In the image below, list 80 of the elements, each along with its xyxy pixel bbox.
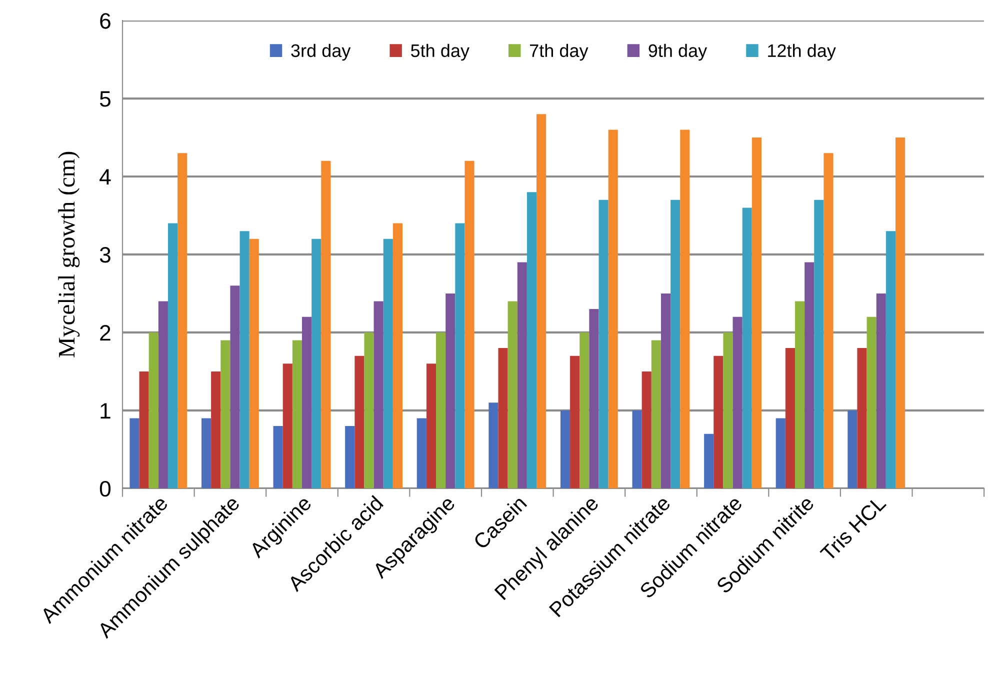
bar bbox=[742, 208, 752, 488]
y-tick-label: 2 bbox=[100, 324, 110, 341]
bar bbox=[148, 332, 158, 488]
bar bbox=[168, 223, 178, 488]
bar bbox=[517, 262, 527, 488]
bar bbox=[392, 223, 403, 488]
bar bbox=[714, 356, 724, 488]
y-tick-label: 6 bbox=[100, 13, 110, 29]
bar bbox=[642, 371, 652, 488]
legend-label: 7th day bbox=[530, 44, 588, 61]
bar bbox=[814, 200, 824, 488]
bar bbox=[704, 434, 714, 488]
bar bbox=[608, 130, 618, 488]
bar bbox=[364, 332, 374, 488]
x-tick-label: Tris HCL bbox=[819, 494, 887, 562]
bar bbox=[240, 231, 250, 488]
bar bbox=[230, 286, 240, 488]
legend-label: 12th day bbox=[768, 44, 836, 61]
bar bbox=[464, 160, 474, 488]
bar bbox=[220, 340, 230, 488]
bar bbox=[498, 348, 508, 488]
bar bbox=[752, 138, 762, 488]
legend-label: 3rd day bbox=[291, 44, 351, 61]
bar bbox=[354, 356, 364, 488]
y-tick-label: 1 bbox=[100, 403, 110, 418]
bar bbox=[857, 348, 867, 488]
bar bbox=[651, 340, 661, 488]
bar bbox=[776, 418, 786, 488]
bar bbox=[598, 200, 608, 488]
bar bbox=[249, 238, 259, 488]
bar bbox=[876, 293, 886, 488]
y-tick-label: 3 bbox=[100, 247, 110, 263]
bar bbox=[446, 293, 456, 488]
bar bbox=[570, 356, 580, 488]
bar bbox=[732, 316, 742, 488]
bar bbox=[680, 130, 690, 488]
bar bbox=[660, 293, 671, 488]
bar bbox=[282, 364, 292, 488]
bar bbox=[455, 223, 465, 488]
bar bbox=[374, 301, 384, 488]
y-tick-label: 5 bbox=[100, 91, 110, 107]
y-axis-title: Mycelial growth (cm) bbox=[58, 152, 80, 358]
bar bbox=[886, 231, 896, 488]
bar bbox=[273, 426, 283, 488]
bar bbox=[560, 410, 570, 488]
bar bbox=[416, 418, 426, 488]
bar bbox=[345, 426, 355, 488]
y-tick-label: 4 bbox=[100, 169, 111, 185]
bar bbox=[848, 410, 858, 488]
legend-label: 5th day bbox=[410, 44, 470, 61]
bar bbox=[130, 418, 140, 488]
bar bbox=[536, 114, 546, 488]
bar bbox=[804, 262, 814, 488]
bar bbox=[526, 192, 537, 488]
bar bbox=[794, 301, 805, 488]
bar bbox=[139, 371, 149, 488]
bar bbox=[383, 238, 393, 488]
bar bbox=[426, 364, 436, 488]
legend-label: 9th day bbox=[648, 44, 708, 61]
bar bbox=[321, 160, 331, 488]
y-tick-label: 0 bbox=[100, 480, 111, 497]
bar bbox=[292, 340, 302, 488]
bar bbox=[158, 301, 168, 488]
bar bbox=[589, 309, 599, 488]
bar bbox=[580, 332, 590, 488]
bar bbox=[302, 316, 312, 488]
bar bbox=[632, 410, 642, 488]
bar bbox=[211, 371, 221, 488]
bar bbox=[201, 418, 212, 488]
bar bbox=[436, 332, 446, 488]
bar bbox=[866, 316, 876, 488]
bar bbox=[508, 301, 518, 488]
bar bbox=[178, 153, 188, 488]
bar bbox=[896, 138, 906, 488]
bar bbox=[312, 238, 322, 488]
bar bbox=[785, 348, 795, 488]
bar bbox=[488, 402, 498, 488]
bar bbox=[723, 332, 733, 488]
bar bbox=[824, 153, 834, 488]
bar bbox=[670, 200, 680, 488]
